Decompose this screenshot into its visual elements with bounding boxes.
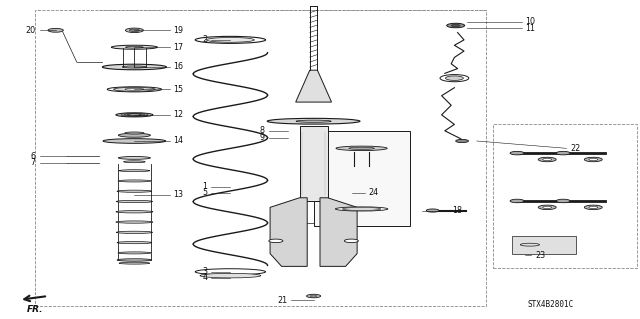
Ellipse shape xyxy=(510,199,524,203)
Ellipse shape xyxy=(118,252,151,254)
Ellipse shape xyxy=(124,161,145,163)
Ellipse shape xyxy=(584,205,602,210)
Ellipse shape xyxy=(342,207,381,211)
Polygon shape xyxy=(320,198,357,266)
Ellipse shape xyxy=(556,199,570,203)
Text: FR.: FR. xyxy=(27,305,44,314)
Ellipse shape xyxy=(117,259,152,261)
Text: 7: 7 xyxy=(31,158,36,167)
Ellipse shape xyxy=(440,75,468,82)
Ellipse shape xyxy=(103,139,166,143)
Ellipse shape xyxy=(349,147,374,149)
Text: 14: 14 xyxy=(173,137,184,145)
Text: 15: 15 xyxy=(173,85,184,94)
Ellipse shape xyxy=(125,28,143,33)
Ellipse shape xyxy=(116,211,153,213)
Ellipse shape xyxy=(118,157,150,159)
Text: 20: 20 xyxy=(26,26,36,35)
Ellipse shape xyxy=(102,64,166,70)
Ellipse shape xyxy=(111,45,157,49)
Ellipse shape xyxy=(125,47,143,48)
Text: 4: 4 xyxy=(202,273,207,282)
Ellipse shape xyxy=(118,180,151,182)
Text: 21: 21 xyxy=(277,296,287,305)
Ellipse shape xyxy=(48,28,63,32)
Ellipse shape xyxy=(307,294,321,298)
Ellipse shape xyxy=(114,87,156,91)
Ellipse shape xyxy=(117,190,152,192)
Ellipse shape xyxy=(195,36,266,43)
Ellipse shape xyxy=(296,120,332,122)
Text: 19: 19 xyxy=(173,26,184,35)
Ellipse shape xyxy=(336,146,387,151)
Ellipse shape xyxy=(589,159,598,160)
Ellipse shape xyxy=(200,273,261,278)
Text: 22: 22 xyxy=(570,144,580,153)
Text: 11: 11 xyxy=(525,24,536,33)
Ellipse shape xyxy=(125,132,144,134)
Ellipse shape xyxy=(122,66,147,68)
Ellipse shape xyxy=(556,152,570,155)
Ellipse shape xyxy=(538,205,556,210)
Ellipse shape xyxy=(447,23,465,28)
Ellipse shape xyxy=(119,262,150,264)
Ellipse shape xyxy=(206,38,254,42)
Polygon shape xyxy=(270,198,307,266)
Ellipse shape xyxy=(543,206,552,208)
Text: 2: 2 xyxy=(202,35,207,44)
Text: 18: 18 xyxy=(452,206,462,215)
Ellipse shape xyxy=(426,209,439,212)
Text: 12: 12 xyxy=(173,110,184,119)
Text: 9: 9 xyxy=(260,133,265,142)
Ellipse shape xyxy=(268,118,360,124)
Ellipse shape xyxy=(125,88,144,90)
Ellipse shape xyxy=(195,269,266,275)
Text: 5: 5 xyxy=(202,189,207,197)
Text: 13: 13 xyxy=(173,190,184,199)
Ellipse shape xyxy=(589,206,598,208)
Ellipse shape xyxy=(538,157,556,162)
Ellipse shape xyxy=(118,133,150,137)
Ellipse shape xyxy=(129,29,140,32)
Polygon shape xyxy=(296,70,332,102)
Text: 10: 10 xyxy=(525,17,536,26)
Text: 6: 6 xyxy=(31,152,36,161)
Ellipse shape xyxy=(116,231,152,234)
Ellipse shape xyxy=(451,25,460,26)
Ellipse shape xyxy=(344,239,358,242)
Text: 3: 3 xyxy=(202,267,207,276)
Ellipse shape xyxy=(543,159,552,160)
Ellipse shape xyxy=(119,170,150,172)
Text: 16: 16 xyxy=(173,63,184,71)
Ellipse shape xyxy=(584,157,602,162)
Bar xyxy=(512,236,576,254)
Text: 8: 8 xyxy=(260,126,265,135)
Ellipse shape xyxy=(116,113,153,117)
Text: STX4B2801C: STX4B2801C xyxy=(527,300,573,309)
Text: 24: 24 xyxy=(369,189,379,197)
Ellipse shape xyxy=(116,221,153,223)
Ellipse shape xyxy=(510,152,524,155)
Text: 1: 1 xyxy=(202,182,207,191)
Ellipse shape xyxy=(116,200,152,203)
Ellipse shape xyxy=(269,239,283,242)
Ellipse shape xyxy=(108,87,162,92)
Ellipse shape xyxy=(127,114,141,115)
Ellipse shape xyxy=(335,207,388,211)
Text: 23: 23 xyxy=(535,251,545,260)
Ellipse shape xyxy=(456,139,468,143)
Text: 17: 17 xyxy=(173,43,184,52)
Ellipse shape xyxy=(310,295,317,297)
Bar xyxy=(300,126,328,201)
Ellipse shape xyxy=(117,241,152,244)
Ellipse shape xyxy=(445,76,463,80)
Bar xyxy=(314,131,410,226)
